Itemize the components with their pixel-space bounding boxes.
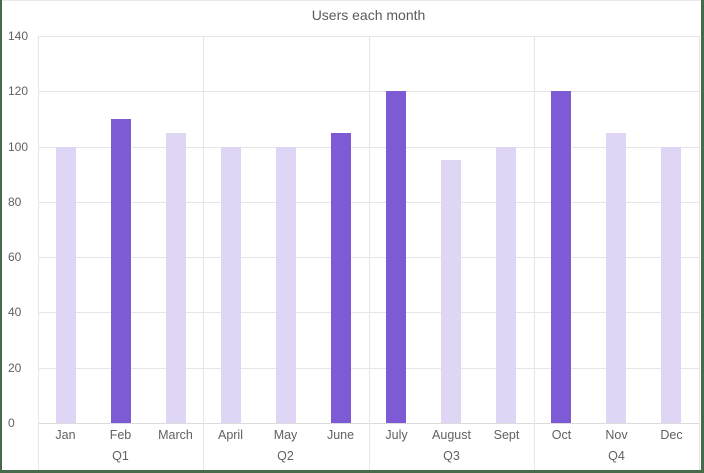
month-label: Feb (109, 428, 132, 442)
gridline (38, 257, 699, 259)
y-tick-label: 80 (8, 194, 22, 209)
month-label: June (326, 428, 355, 442)
y-tick-label: 0 (8, 416, 15, 430)
month-label: Sept (493, 428, 520, 442)
y-tick-label: 100 (8, 139, 29, 154)
gridline (38, 367, 699, 369)
month-label: July (385, 428, 408, 442)
month-label: May (273, 428, 298, 442)
gridline (38, 146, 699, 148)
quarter-separator (203, 36, 204, 470)
y-tick-label: 20 (8, 360, 22, 375)
gridline (38, 36, 699, 37)
bar-july (386, 91, 406, 423)
bar-dec (661, 146, 681, 423)
quarter-separator (369, 36, 370, 470)
bar-oct (551, 91, 571, 423)
month-label: Jan (55, 428, 76, 442)
month-label: Oct (551, 428, 572, 442)
bar-march (166, 132, 186, 423)
y-tick-label: 140 (8, 29, 29, 43)
month-label: March (158, 428, 193, 442)
month-label: April (217, 428, 243, 442)
gridline (38, 312, 699, 314)
y-tick-label: 120 (8, 84, 29, 99)
bar-sept (496, 146, 516, 423)
window-border-top (0, 0, 704, 1)
month-label: Nov (605, 428, 628, 442)
bar-jan (56, 146, 76, 423)
gridline (38, 201, 699, 203)
month-label: August (432, 428, 471, 442)
quarter-label: Q2 (277, 449, 294, 463)
quarter-separator (534, 36, 535, 470)
bar-may (276, 146, 296, 423)
gridline (38, 91, 699, 93)
quarter-label: Q1 (112, 449, 129, 463)
window-border-bottom (0, 470, 704, 473)
bar-nov (606, 132, 626, 423)
quarter-label: Q3 (443, 449, 460, 463)
x-axis-line (38, 423, 699, 424)
window-border-right (701, 0, 704, 473)
bar-august (441, 160, 461, 423)
plot-left-edge (38, 36, 39, 470)
y-tick-label: 60 (8, 250, 22, 265)
bar-june (331, 132, 351, 423)
bar-feb (111, 118, 131, 423)
chart-title: Users each month (311, 7, 426, 23)
bar-april (221, 146, 241, 423)
quarter-label: Q4 (608, 449, 625, 463)
month-label: Dec (660, 428, 683, 442)
y-tick-label: 40 (8, 305, 22, 320)
window-border-left (0, 0, 2, 473)
plot-right-edge (699, 36, 700, 470)
